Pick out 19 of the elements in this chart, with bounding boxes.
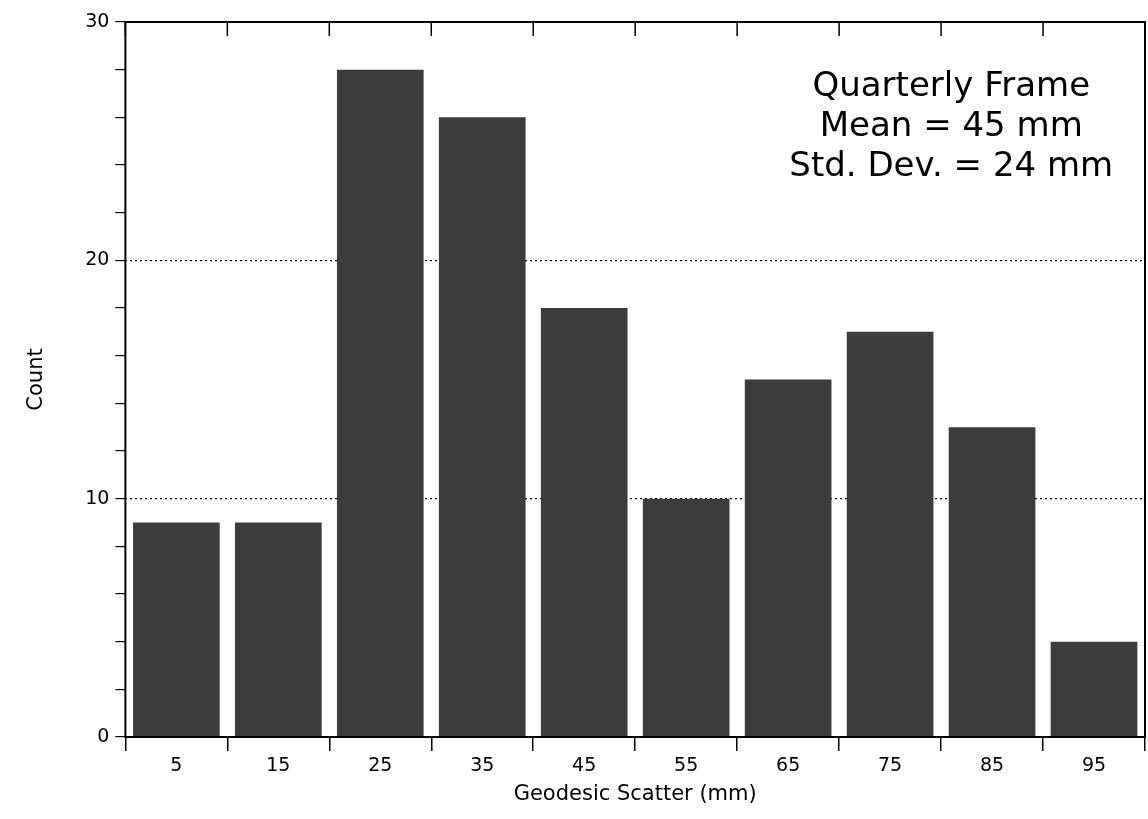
x-axis-title: Geodesic Scatter (mm) xyxy=(513,780,757,805)
y-tick-label: 30 xyxy=(85,8,110,31)
x-tick-label: 55 xyxy=(674,753,699,776)
annotation: Mean = 45 mm xyxy=(819,103,1083,144)
x-tick-label: 45 xyxy=(572,753,597,776)
annotation: Std. Dev. = 24 mm xyxy=(789,143,1114,184)
x-tick-label: 25 xyxy=(368,753,393,776)
annotation: Quarterly Frame xyxy=(812,63,1091,104)
y-tick-label: 0 xyxy=(97,723,110,746)
x-tick-label: 5 xyxy=(170,753,183,776)
x-tick-label: 15 xyxy=(266,753,291,776)
x-tick-label: 95 xyxy=(1081,753,1107,776)
y-tick-label: 20 xyxy=(85,247,110,270)
x-tick-label: 65 xyxy=(776,753,801,776)
y-axis-title: Count xyxy=(23,348,48,411)
x-tick-label: 85 xyxy=(979,753,1005,776)
x-tick-label: 35 xyxy=(470,753,495,776)
y-tick-label: 10 xyxy=(85,485,110,508)
x-tick-label: 75 xyxy=(878,753,903,776)
